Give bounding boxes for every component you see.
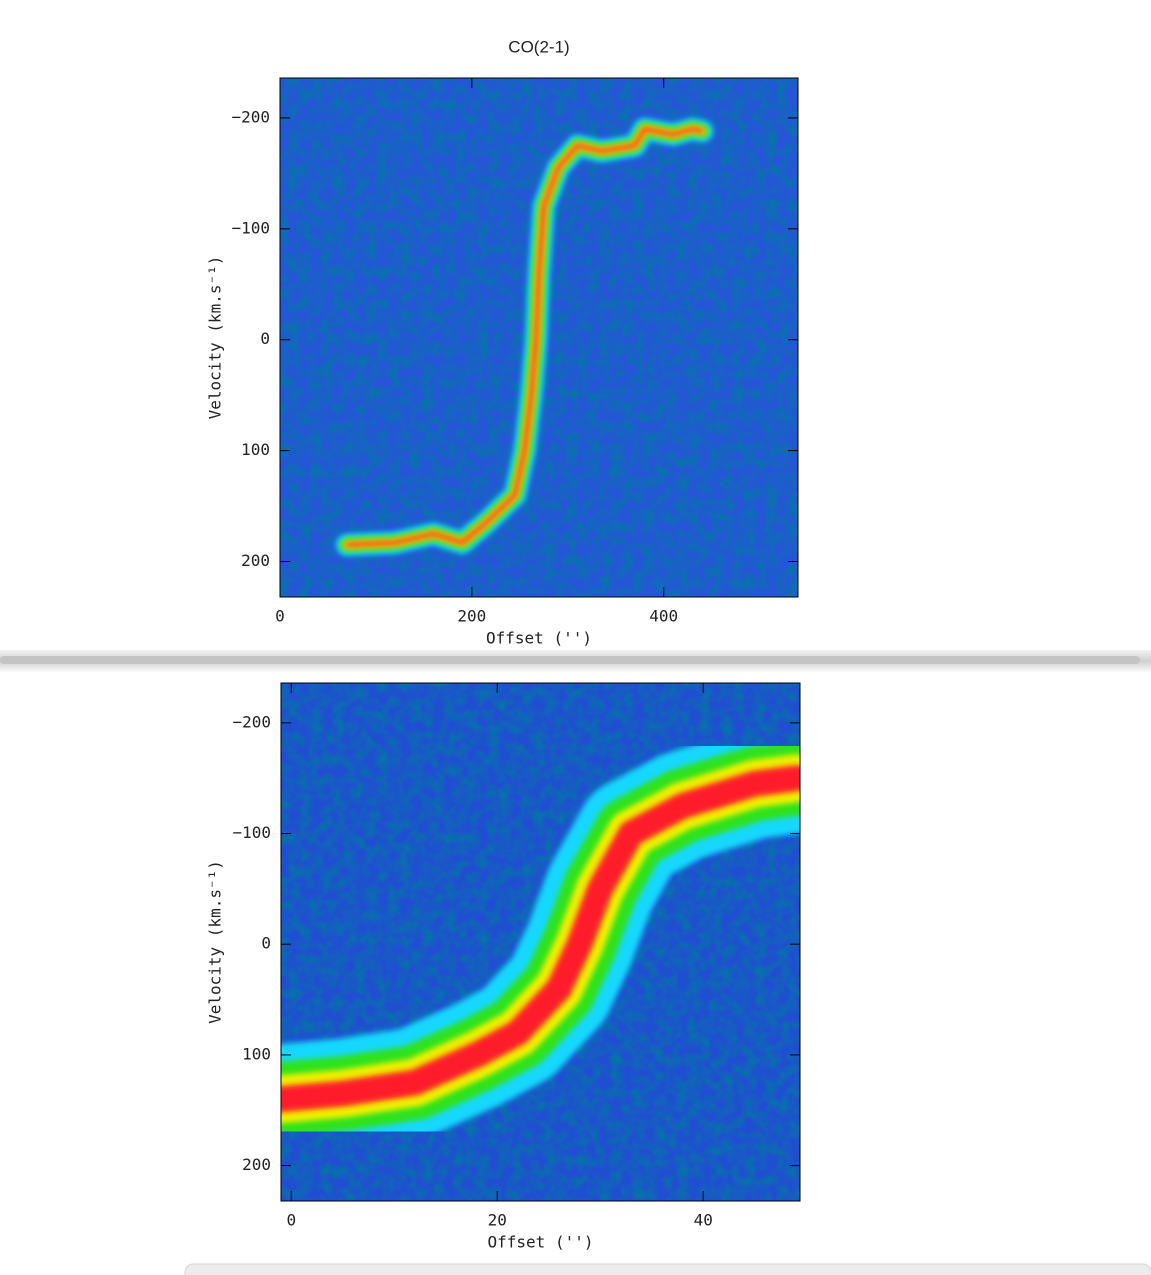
ridge-line <box>345 127 705 547</box>
y-axis-label: Velocity (km.s⁻¹) <box>206 860 225 1024</box>
x-axis-label: Offset ('') <box>486 629 592 648</box>
y-tick-label: 200 <box>241 551 270 570</box>
dock <box>184 1263 1151 1275</box>
x-tick-label: 400 <box>649 607 678 626</box>
x-tick-label: 0 <box>286 1211 296 1230</box>
y-tick-label: 100 <box>241 440 270 459</box>
y-axis-label: Velocity (km.s⁻¹) <box>206 256 225 420</box>
x-tick-label: 40 <box>694 1211 713 1230</box>
y-tick-label: 0 <box>260 329 270 348</box>
ridge <box>336 118 714 556</box>
y-tick-label: 100 <box>242 1044 271 1063</box>
y-tick-label: −100 <box>232 823 271 842</box>
x-tick-label: 200 <box>457 607 486 626</box>
y-tick-label: −200 <box>232 712 271 731</box>
ridge <box>281 723 800 1155</box>
x-tick-label: 20 <box>488 1211 507 1230</box>
chart-title: CO(2-1) <box>508 37 569 56</box>
scrollbar[interactable] <box>0 656 1140 664</box>
y-tick-label: −200 <box>231 107 270 126</box>
y-tick-label: 200 <box>242 1155 271 1174</box>
ridge-line <box>281 765 800 1113</box>
x-tick-label: 0 <box>275 607 285 626</box>
y-tick-label: 0 <box>261 934 271 953</box>
y-tick-label: −100 <box>231 218 270 237</box>
x-axis-label: Offset ('') <box>488 1233 594 1252</box>
plot-frame <box>280 682 801 1202</box>
plot-frame <box>279 77 799 598</box>
